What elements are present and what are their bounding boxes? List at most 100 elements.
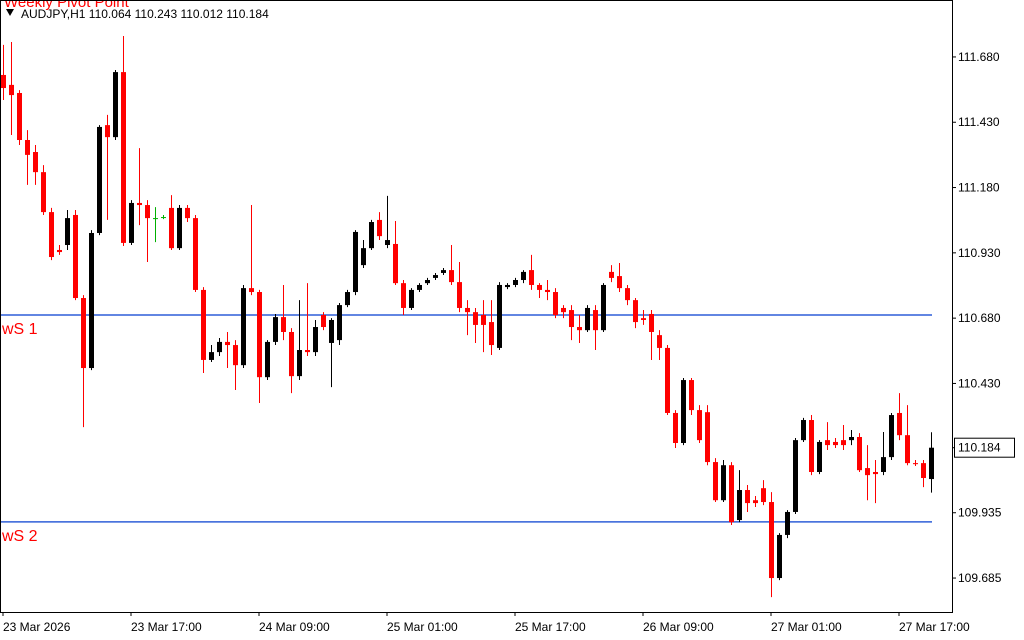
y-tick-label: 110.680 xyxy=(958,311,1001,325)
candle-body xyxy=(401,283,406,308)
candle-body xyxy=(505,284,510,288)
candle-body xyxy=(649,313,654,332)
y-tick-label: 110.930 xyxy=(958,246,1001,260)
candle-body xyxy=(201,289,206,360)
candle-body xyxy=(593,310,598,331)
candle-body xyxy=(97,126,102,233)
candle-body xyxy=(769,502,774,579)
candle-body xyxy=(577,327,582,331)
candle-body xyxy=(1,74,6,89)
pivot-label: wS 2 xyxy=(1,528,38,545)
candle-body xyxy=(465,307,470,313)
x-tick-label: 25 Mar 17:00 xyxy=(515,620,586,634)
candle-body xyxy=(809,420,814,472)
candle-body xyxy=(289,331,294,377)
x-tick-label: 26 Mar 09:00 xyxy=(643,620,714,634)
candle-body xyxy=(369,222,374,249)
candle-body xyxy=(897,412,902,436)
candle-body xyxy=(161,217,166,219)
candle-body xyxy=(681,380,686,444)
candle-body xyxy=(393,243,398,284)
candle-body xyxy=(849,436,854,441)
candle-body xyxy=(265,341,270,378)
candle-body xyxy=(57,249,62,253)
price-box xyxy=(954,437,1015,458)
candle-body xyxy=(801,420,806,441)
candle-body xyxy=(905,435,910,464)
candle-body xyxy=(321,315,326,328)
candle-body xyxy=(673,412,678,444)
candle-body xyxy=(737,490,742,521)
candle-body xyxy=(841,440,846,446)
candle-body xyxy=(377,219,382,237)
candle-body xyxy=(329,319,334,343)
candle-body xyxy=(9,84,14,96)
candle-body xyxy=(929,447,934,480)
candle-body xyxy=(225,341,230,346)
candle-body xyxy=(41,172,46,213)
candle-body xyxy=(473,312,478,325)
candle-body xyxy=(177,207,182,249)
candle-body xyxy=(865,468,870,476)
candle-body xyxy=(825,440,830,446)
candle-body xyxy=(913,463,918,465)
candle-body xyxy=(689,380,694,411)
candle-body xyxy=(537,284,542,290)
candle-body xyxy=(81,298,86,369)
candle-body xyxy=(777,534,782,579)
candle-body xyxy=(497,284,502,348)
candle-body xyxy=(89,232,94,369)
candle-body xyxy=(185,207,190,219)
candle-body xyxy=(273,317,278,342)
candle-body xyxy=(433,275,438,278)
candle-body xyxy=(601,284,606,331)
candle-body xyxy=(25,140,30,155)
candle-body xyxy=(785,511,790,535)
candle-body xyxy=(129,202,134,243)
candle-body xyxy=(705,412,710,463)
candle-body xyxy=(729,465,734,523)
candle-body xyxy=(193,218,198,290)
candle-body xyxy=(49,212,54,258)
candle-body xyxy=(73,214,78,299)
candle-body xyxy=(793,440,798,512)
candle-body xyxy=(417,284,422,290)
candle-body xyxy=(313,327,318,353)
candle-body xyxy=(657,335,662,348)
candle-body xyxy=(297,350,302,377)
x-tick-label: 24 Mar 09:00 xyxy=(259,620,330,634)
candle-body xyxy=(153,218,158,220)
candle-body xyxy=(521,271,526,281)
y-tick-label: 111.430 xyxy=(958,115,1000,129)
candle-body xyxy=(17,92,22,141)
header-arrow[interactable] xyxy=(6,9,14,16)
x-tick-label: 27 Mar 01:00 xyxy=(771,620,842,634)
candle-body xyxy=(857,436,862,471)
candle-body xyxy=(921,463,926,479)
x-tick-label: 23 Mar 2026 xyxy=(3,620,71,634)
candle-body xyxy=(713,462,718,501)
candle-body xyxy=(241,288,246,366)
candle-body xyxy=(817,441,822,472)
candle-body xyxy=(697,410,702,441)
candle-body xyxy=(209,352,214,360)
candle-body xyxy=(641,318,646,320)
candle-body xyxy=(665,347,670,413)
y-tick-label: 110.430 xyxy=(958,376,1001,390)
x-tick-label: 27 Mar 17:00 xyxy=(899,620,970,634)
candle-body xyxy=(137,202,142,206)
candle-body xyxy=(457,282,462,308)
candle-body xyxy=(873,471,878,475)
y-tick-label: 109.935 xyxy=(958,506,1002,520)
candle-body xyxy=(449,270,454,283)
candle-body xyxy=(561,307,566,313)
candle-body xyxy=(65,218,70,246)
candle-body xyxy=(281,317,286,332)
candle-body xyxy=(513,280,518,285)
plot-frame xyxy=(0,0,953,613)
candle-body xyxy=(33,152,38,173)
candle-body xyxy=(337,305,342,341)
candle-body xyxy=(217,341,222,353)
